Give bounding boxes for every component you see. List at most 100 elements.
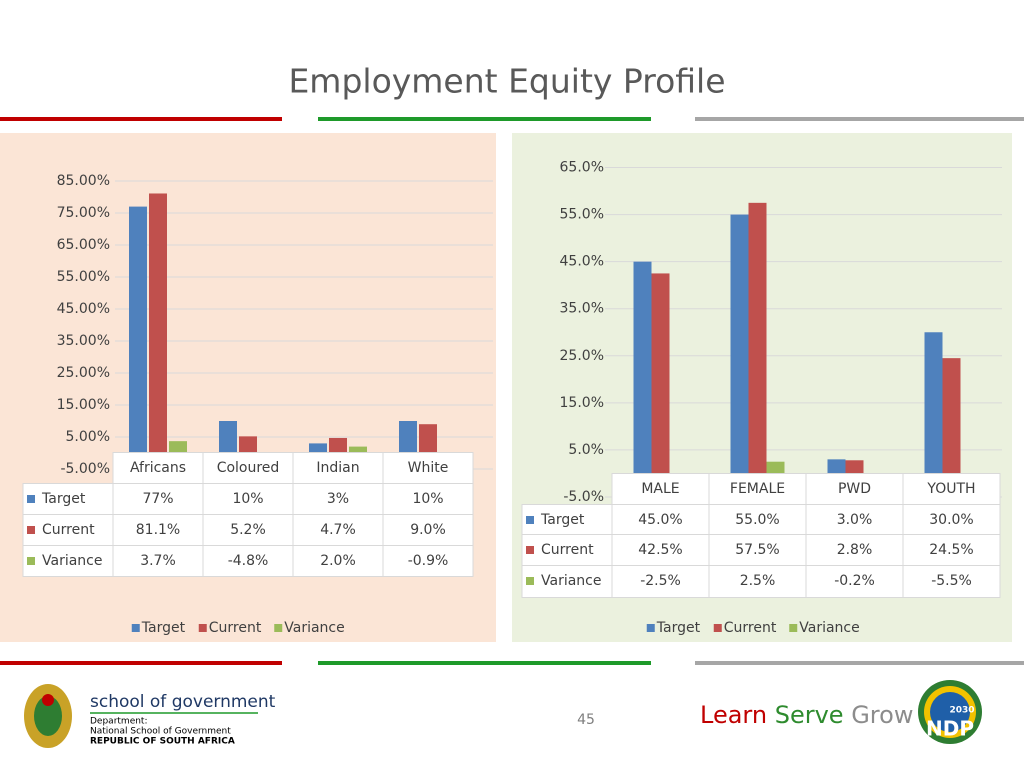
x-tick-label: PWD (838, 481, 871, 497)
logo-coat (24, 684, 72, 748)
ndp-logo: 2030 NDP (918, 680, 982, 744)
y-tick-label: 15.00% (57, 397, 110, 413)
bar (924, 332, 943, 474)
legend-swatch (27, 526, 35, 534)
y-tick-label: 35.0% (560, 301, 604, 317)
bar (239, 436, 257, 453)
data-label: 77% (142, 491, 173, 507)
legend-label: Variance (284, 620, 344, 636)
y-tick-label: 5.0% (568, 442, 604, 458)
legend-swatch (131, 624, 140, 632)
data-label: 42.5% (638, 542, 682, 558)
y-tick-label: 25.00% (57, 365, 110, 381)
y-tick-label: 65.00% (57, 237, 110, 253)
top-rules (0, 117, 1024, 665)
org-name: school of government (90, 692, 276, 712)
data-label: 55.0% (735, 512, 779, 528)
data-label: -5.5% (931, 573, 972, 589)
slogan-word: Serve (775, 701, 844, 729)
y-tick-label: 55.0% (560, 207, 604, 223)
data-label: -2.5% (640, 573, 681, 589)
bar (349, 446, 367, 453)
y-tick-label: -5.0% (563, 489, 604, 505)
y-tick-label: 45.0% (560, 254, 604, 270)
x-tick-label: Coloured (217, 460, 280, 476)
y-tick-label: 15.0% (560, 395, 604, 411)
bar (419, 424, 437, 453)
table-row-label: Current (541, 542, 594, 558)
data-label: 2.8% (837, 542, 873, 558)
x-tick-label: Africans (130, 460, 186, 476)
y-tick-label: 85.00% (57, 173, 110, 189)
slogan: Learn Serve Grow (700, 701, 913, 729)
data-label: 24.5% (929, 542, 973, 558)
bar (633, 261, 652, 474)
legend-label: Target (141, 620, 186, 636)
x-tick-label: YOUTH (926, 481, 975, 497)
data-label: 3.7% (140, 553, 176, 569)
data-table (521, 504, 1001, 598)
table-row-label: Target (540, 512, 585, 528)
y-tick-label: 75.00% (57, 205, 110, 221)
ndp-year: 2030 (949, 706, 974, 716)
legend-swatch (646, 624, 655, 632)
country: REPUBLIC OF SOUTH AFRICA (90, 737, 235, 747)
slide-title: Employment Equity Profile (288, 62, 725, 101)
y-tick-label: 55.00% (57, 269, 110, 285)
bar (399, 421, 417, 453)
bar (748, 202, 767, 474)
bar (942, 358, 961, 474)
data-label: 4.7% (320, 522, 356, 538)
table-row-label: Current (42, 522, 95, 538)
legend-swatch (27, 495, 35, 503)
legend-label: Current (724, 620, 777, 636)
data-label: 57.5% (735, 542, 779, 558)
data-label: 30.0% (929, 512, 973, 528)
y-tick-label: 25.0% (560, 348, 604, 364)
y-tick-label: 65.0% (560, 160, 604, 176)
legend-swatch (274, 624, 283, 632)
dept-label: Department: (90, 717, 148, 727)
bar (845, 460, 864, 474)
x-tick-label: FEMALE (730, 481, 785, 497)
y-tick-label: 45.00% (57, 301, 110, 317)
ndp-text: NDP (926, 717, 974, 741)
x-tick-label: MALE (641, 481, 679, 497)
data-label: 2.5% (740, 573, 776, 589)
dept-name: National School of Government (90, 727, 231, 737)
data-label: -0.2% (834, 573, 875, 589)
data-label: -4.8% (228, 553, 269, 569)
legend-swatch (198, 624, 207, 632)
bar (329, 437, 347, 453)
legend-swatch (526, 546, 534, 554)
legend-swatch (526, 577, 534, 585)
data-label: 9.0% (410, 522, 446, 538)
legend-label: Variance (799, 620, 859, 636)
page-number: 45 (577, 712, 595, 728)
table-row-label: Target (41, 491, 86, 507)
legend-swatch (27, 557, 35, 565)
bar (730, 214, 749, 474)
bar (169, 441, 187, 453)
slogan-word: Grow (851, 701, 913, 729)
x-tick-label: White (408, 460, 449, 476)
data-label: 10% (412, 491, 443, 507)
y-tick-label: -5.00% (60, 461, 110, 477)
data-label: 81.1% (136, 522, 180, 538)
data-label: 3.0% (837, 512, 873, 528)
bar (827, 459, 846, 474)
slogan-word: Learn (700, 701, 767, 729)
data-label: 45.0% (638, 512, 682, 528)
legend-label: Target (656, 620, 701, 636)
data-label: 5.2% (230, 522, 266, 538)
x-tick-label: Indian (316, 460, 359, 476)
y-tick-label: 35.00% (57, 333, 110, 349)
table-row-label: Variance (42, 553, 102, 569)
bar (149, 193, 167, 454)
bar (766, 461, 785, 474)
data-label: 2.0% (320, 553, 356, 569)
data-label: -0.9% (408, 553, 449, 569)
data-table (22, 483, 474, 577)
legend-swatch (713, 624, 722, 632)
